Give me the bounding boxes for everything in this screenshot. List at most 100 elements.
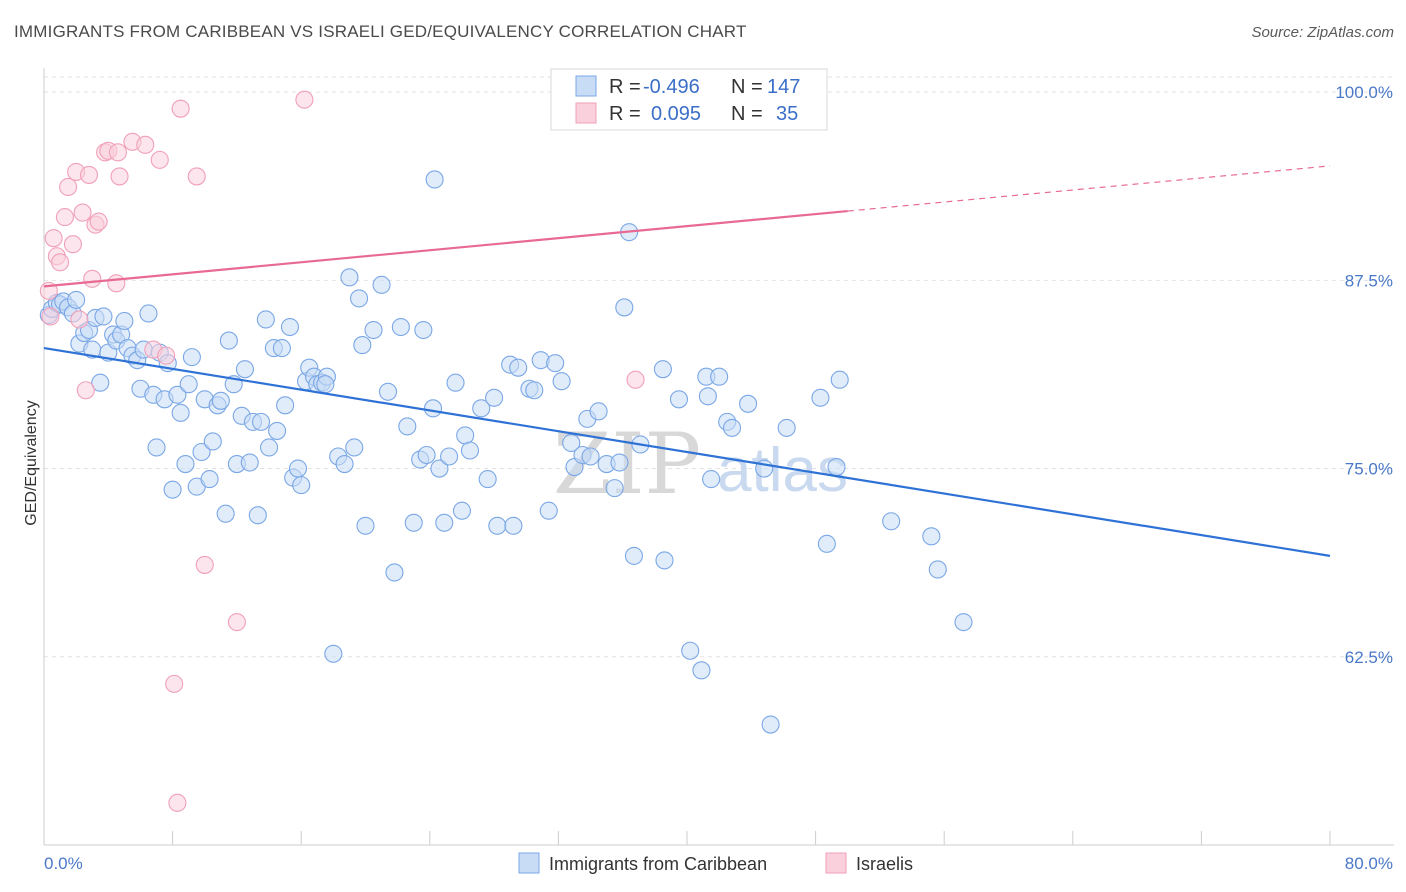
israeli-point [79, 165, 99, 184]
caribbean-point [922, 527, 941, 546]
caribbean-point [404, 513, 423, 532]
caribbean-point [478, 470, 497, 489]
caribbean-point [268, 421, 287, 440]
caribbean-point [168, 385, 187, 404]
caribbean-point [200, 470, 219, 489]
stats-legend: R = -0.496 N = 147 R = 0.095 N = 35 [550, 68, 828, 131]
caribbean-point [372, 275, 391, 294]
caribbean-point [288, 459, 308, 478]
caribbean-point [139, 304, 158, 323]
caribbean-point [681, 641, 700, 660]
israeli-point [51, 253, 70, 272]
caribbean-point [235, 360, 254, 379]
caribbean-point [345, 438, 364, 457]
caribbean-point [115, 311, 134, 331]
israeli-point [195, 555, 214, 574]
caribbean-point [182, 348, 201, 367]
caribbean-point [827, 458, 846, 477]
israeli-point [70, 310, 89, 329]
caribbean-point [430, 459, 449, 478]
caribbean-point [624, 546, 644, 565]
caribbean-point [192, 442, 211, 462]
trend-layer [43, 165, 1331, 557]
caribbean-point [830, 370, 849, 389]
caribbean-point [504, 516, 523, 535]
caribbean-point [324, 644, 343, 663]
caribbean-point [176, 454, 195, 474]
series-label-caribbean: Immigrants from Caribbean [549, 854, 767, 874]
stats-legend-box [550, 68, 828, 131]
israeli-trend-line [43, 209, 848, 288]
caribbean-point [423, 399, 443, 418]
israeli-point [83, 269, 102, 288]
caribbean-point [398, 417, 417, 436]
caribbean-point [417, 445, 436, 465]
caribbean-point [364, 320, 383, 340]
caribbean-point [292, 476, 311, 495]
caribbean-point [509, 358, 528, 377]
caribbean-point [425, 170, 444, 189]
stats-n-value-caribbean: 147 [767, 76, 800, 98]
caribbean-point [94, 307, 113, 326]
israeli-point [136, 135, 155, 154]
caribbean-point [179, 375, 198, 394]
stats-swatch-caribbean [575, 75, 597, 97]
caribbean-point [353, 336, 372, 355]
caribbean-point [669, 390, 689, 409]
y-tick-labels: 62.5% 75.0% 87.5% 100.0% [1335, 83, 1393, 667]
caribbean-point [605, 479, 624, 498]
israeli-point [59, 177, 78, 197]
y-tick-label: 62.5% [1345, 648, 1393, 667]
caribbean-point [552, 372, 571, 391]
caribbean-point [203, 432, 222, 451]
caribbean-point [456, 426, 475, 445]
caribbean-point [546, 354, 565, 373]
caribbean-point [378, 382, 398, 401]
caribbean-point [435, 513, 454, 532]
caribbean-point [163, 480, 182, 499]
stats-n-label-israelis: N = [731, 103, 768, 125]
caribbean-point [698, 387, 717, 406]
series-legend: Immigrants from Caribbean Israelis [518, 852, 913, 874]
caribbean-point [356, 516, 375, 535]
caribbean-point [472, 399, 491, 418]
caribbean-trend-line [43, 347, 1331, 557]
caribbean-point [335, 454, 354, 474]
israeli-point [171, 99, 190, 118]
caribbean-point [581, 447, 600, 466]
y-axis-title: GED/Equivalency [23, 400, 40, 525]
chart-source: Source: ZipAtlas.com [1251, 24, 1394, 41]
caribbean-point [280, 317, 299, 337]
caribbean-point [316, 375, 335, 394]
israeli-point [110, 167, 129, 186]
x-tick-label: 80.0% [1345, 854, 1393, 873]
caribbean-point [446, 373, 465, 392]
israeli-point [227, 613, 246, 632]
series-swatch-israelis [825, 852, 847, 874]
israeli-point [63, 235, 82, 254]
caribbean-point [460, 441, 480, 460]
series-swatch-caribbean [518, 852, 540, 874]
watermark: ZIP atlas [553, 415, 848, 513]
caribbean-point [653, 360, 672, 379]
caribbean-point [702, 470, 721, 489]
axes [43, 68, 1394, 846]
caribbean-point [276, 396, 295, 415]
caribbean-point [589, 402, 608, 421]
caribbean-point [562, 433, 581, 453]
caribbean-point [739, 394, 758, 413]
israeli-point [168, 793, 187, 812]
caribbean-point [485, 388, 504, 407]
y-tick-label: 75.0% [1345, 460, 1393, 479]
israeli-point [157, 346, 176, 365]
israeli-point [76, 381, 95, 400]
stats-n-label-caribbean: N = [731, 76, 768, 98]
caribbean-point [761, 715, 780, 734]
caribbean-point [350, 289, 369, 308]
israeli-point [165, 674, 184, 693]
caribbean-point [216, 504, 235, 523]
stats-r-value-caribbean: -0.496 [643, 76, 700, 98]
caribbean-point [385, 563, 404, 582]
israeli-point [55, 208, 74, 227]
caribbean-point [525, 381, 544, 400]
